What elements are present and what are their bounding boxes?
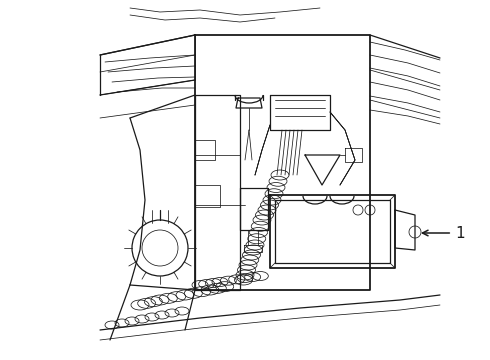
Text: 1: 1 [422, 225, 465, 240]
